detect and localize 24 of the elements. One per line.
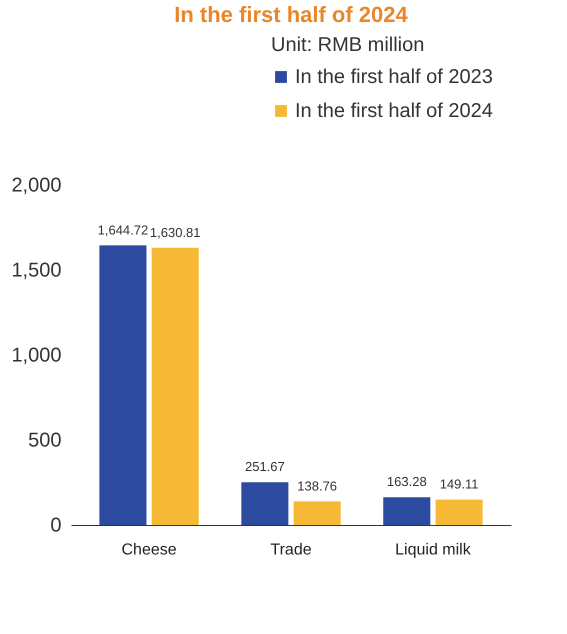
- y-tick-label: 1,000: [11, 344, 62, 366]
- bar: [294, 501, 341, 525]
- bar: [99, 245, 146, 525]
- data-label: 1,644.72: [98, 222, 148, 238]
- y-tick-label: 1,500: [11, 260, 62, 282]
- y-tick-label: 2,000: [11, 174, 62, 196]
- data-label: 138.76: [297, 478, 338, 494]
- y-tick-label: 500: [28, 430, 62, 452]
- bar: [241, 482, 288, 525]
- data-label: 1,630.81: [150, 224, 201, 240]
- data-label: 163.28: [386, 474, 427, 490]
- bar: [383, 497, 430, 525]
- x-tick-label: Liquid milk: [395, 542, 472, 558]
- y-tick-label: 0: [50, 514, 62, 536]
- x-tick-label: Trade: [270, 542, 312, 558]
- x-tick-label: Cheese: [121, 542, 177, 558]
- data-label: 251.67: [244, 459, 285, 474]
- data-label: 149.11: [440, 476, 478, 492]
- bar: [436, 500, 483, 525]
- legend-title: Unit: RMB million: [271, 34, 424, 56]
- legend-label: In the first half of 2023: [295, 66, 493, 88]
- chart-title: In the first half of 2024: [174, 2, 409, 27]
- bar: [152, 248, 199, 525]
- legend-label: In the first half of 2024: [295, 100, 493, 122]
